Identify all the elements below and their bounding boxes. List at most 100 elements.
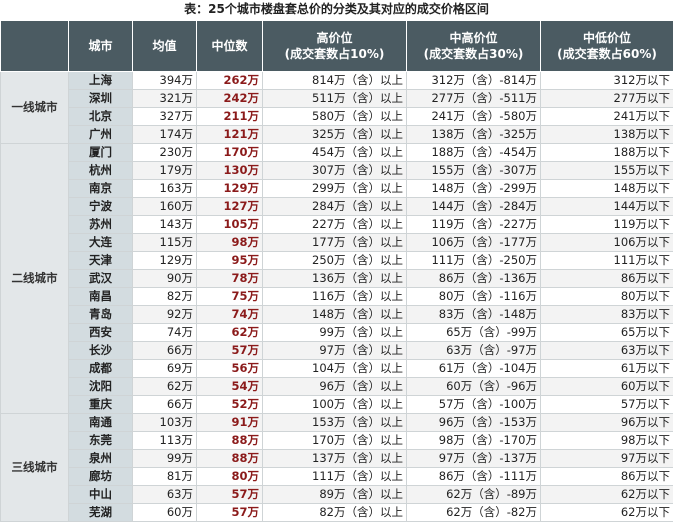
table-row: 三线城市 南通 103万 91万 153万（含）以上 96万（含）-153万 96万以下 bbox=[0, 413, 673, 522]
value-cell: 127万 bbox=[196, 197, 263, 216]
value-cell: 99万 bbox=[132, 449, 197, 468]
value-cell: 160万 bbox=[132, 197, 197, 216]
value-cell: 284万（含）以上 bbox=[262, 197, 407, 216]
table-row: 二线城市 厦门 230万 170万 454万（含）以上 188万（含）-454万 188万以… bbox=[0, 143, 673, 414]
table-row: 长沙 66万 57万 97万（含）以上 63万（含）-97万 63万以下 bbox=[1, 341, 673, 360]
city-cell: 西安 bbox=[68, 323, 133, 342]
header-cell: 中位数 bbox=[196, 20, 263, 72]
header-text: 城市 bbox=[88, 39, 113, 53]
value-cell: 394万 bbox=[132, 71, 197, 90]
city-cell: 南昌 bbox=[68, 287, 133, 306]
city-cell: 杭州 bbox=[68, 161, 133, 180]
value-cell: 97万（含）-137万 bbox=[406, 449, 541, 468]
header-text: 均值 bbox=[152, 39, 177, 53]
value-cell: 148万以下 bbox=[540, 179, 673, 198]
value-cell: 89万（含）以上 bbox=[262, 485, 407, 504]
value-cell: 61万（含）-104万 bbox=[406, 359, 541, 378]
value-cell: 230万 bbox=[132, 143, 197, 162]
value-cell: 65万（含）-99万 bbox=[406, 323, 541, 342]
value-cell: 63万 bbox=[132, 485, 197, 504]
value-cell: 86万以下 bbox=[540, 269, 673, 288]
city-cell: 天津 bbox=[68, 251, 133, 270]
value-cell: 119万以下 bbox=[540, 215, 673, 234]
value-cell: 86万（含）-111万 bbox=[406, 467, 541, 486]
value-cell: 113万 bbox=[132, 431, 197, 450]
value-cell: 99万（含）以上 bbox=[262, 323, 407, 342]
value-cell: 814万（含）以上 bbox=[262, 71, 407, 90]
header-text: 中位数 bbox=[211, 39, 248, 53]
price-table: 城市 均值 中位数 高价位 (成交套数占10%) 中高价位 (成交套数占30%) 中低价位 (成… bbox=[0, 20, 673, 522]
table-title: 表：25个城市楼盘套总价的分类及其对应的成交价格区间 bbox=[184, 2, 489, 16]
city-cell: 宁波 bbox=[68, 197, 133, 216]
header-cell: 高价位 (成交套数占10%) bbox=[262, 20, 407, 72]
value-cell: 60万 bbox=[132, 503, 197, 522]
value-cell: 277万以下 bbox=[540, 89, 673, 108]
value-cell: 66万 bbox=[132, 395, 197, 414]
value-cell: 62万 bbox=[196, 323, 263, 342]
header-text: 中高价位 bbox=[449, 31, 498, 45]
header-cell: 中高价位 (成交套数占30%) bbox=[406, 20, 541, 72]
value-cell: 61万以下 bbox=[540, 359, 673, 378]
table-row: 天津 129万 95万 250万（含）以上 111万（含）-250万 111万以下 bbox=[1, 251, 673, 270]
value-cell: 100万（含）以上 bbox=[262, 395, 407, 414]
city-cell: 南通 bbox=[68, 413, 133, 432]
value-cell: 57万以下 bbox=[540, 395, 673, 414]
value-cell: 106万以下 bbox=[540, 233, 673, 252]
value-cell: 57万 bbox=[196, 341, 263, 360]
table-row: 杭州 179万 130万 307万（含）以上 155万（含）-307万 155万以下 bbox=[1, 161, 673, 180]
value-cell: 57万（含）-100万 bbox=[406, 395, 541, 414]
value-cell: 54万 bbox=[196, 377, 263, 396]
value-cell: 57万 bbox=[196, 503, 263, 522]
value-cell: 188万以下 bbox=[540, 143, 673, 162]
value-cell: 63万（含）-97万 bbox=[406, 341, 541, 360]
value-cell: 75万 bbox=[196, 287, 263, 306]
value-cell: 188万（含）-454万 bbox=[406, 143, 541, 162]
value-cell: 144万（含）-284万 bbox=[406, 197, 541, 216]
header-cell: 中低价位 (成交套数占60%) bbox=[540, 20, 673, 72]
table-row: 泉州 99万 88万 137万（含）以上 97万（含）-137万 97万以下 bbox=[1, 449, 673, 468]
value-cell: 277万（含）-511万 bbox=[406, 89, 541, 108]
value-cell: 69万 bbox=[132, 359, 197, 378]
city-cell: 苏州 bbox=[68, 215, 133, 234]
table-row: 南京 163万 129万 299万（含）以上 148万（含）-299万 148万以下 bbox=[1, 179, 673, 198]
value-cell: 74万 bbox=[132, 323, 197, 342]
city-cell: 廊坊 bbox=[68, 467, 133, 486]
header-cell: 城市 bbox=[68, 20, 133, 72]
header-row: 城市 均值 中位数 高价位 (成交套数占10%) 中高价位 (成交套数占30%) 中低价位 (成… bbox=[0, 20, 673, 72]
value-cell: 82万 bbox=[132, 287, 197, 306]
value-cell: 62万以下 bbox=[540, 485, 673, 504]
table-row: 宁波 160万 127万 284万（含）以上 144万（含）-284万 144万以下 bbox=[1, 197, 673, 216]
value-cell: 177万（含）以上 bbox=[262, 233, 407, 252]
table-row: 中山 63万 57万 89万（含）以上 62万（含）-89万 62万以下 bbox=[1, 485, 673, 504]
value-cell: 170万 bbox=[196, 143, 263, 162]
value-cell: 312万以下 bbox=[540, 71, 673, 90]
value-cell: 511万（含）以上 bbox=[262, 89, 407, 108]
table-row: 西安 74万 62万 99万（含）以上 65万（含）-99万 65万以下 bbox=[1, 323, 673, 342]
table-row: 武汉 90万 78万 136万（含）以上 86万（含）-136万 86万以下 bbox=[1, 269, 673, 288]
value-cell: 98万以下 bbox=[540, 431, 673, 450]
value-cell: 116万（含）以上 bbox=[262, 287, 407, 306]
value-cell: 62万（含）-89万 bbox=[406, 485, 541, 504]
value-cell: 321万 bbox=[132, 89, 197, 108]
city-cell: 武汉 bbox=[68, 269, 133, 288]
value-cell: 80万以下 bbox=[540, 287, 673, 306]
value-cell: 307万（含）以上 bbox=[262, 161, 407, 180]
value-cell: 78万 bbox=[196, 269, 263, 288]
value-cell: 105万 bbox=[196, 215, 263, 234]
value-cell: 111万（含）-250万 bbox=[406, 251, 541, 270]
value-cell: 88万 bbox=[196, 449, 263, 468]
city-cell: 北京 bbox=[68, 107, 133, 126]
city-cell: 东莞 bbox=[68, 431, 133, 450]
value-cell: 119万（含）-227万 bbox=[406, 215, 541, 234]
value-cell: 60万以下 bbox=[540, 377, 673, 396]
group-label: 三线城市 bbox=[0, 413, 69, 522]
value-cell: 163万 bbox=[132, 179, 197, 198]
group-label: 一线城市 bbox=[0, 71, 69, 144]
value-cell: 62万（含）-82万 bbox=[406, 503, 541, 522]
value-cell: 129万 bbox=[132, 251, 197, 270]
city-cell: 大连 bbox=[68, 233, 133, 252]
table-row: 苏州 143万 105万 227万（含）以上 119万（含）-227万 119万以下 bbox=[1, 215, 673, 234]
table-row: 南昌 82万 75万 116万（含）以上 80万（含）-116万 80万以下 bbox=[1, 287, 673, 306]
city-cell: 厦门 bbox=[68, 143, 133, 162]
city-cell: 广州 bbox=[68, 125, 133, 144]
